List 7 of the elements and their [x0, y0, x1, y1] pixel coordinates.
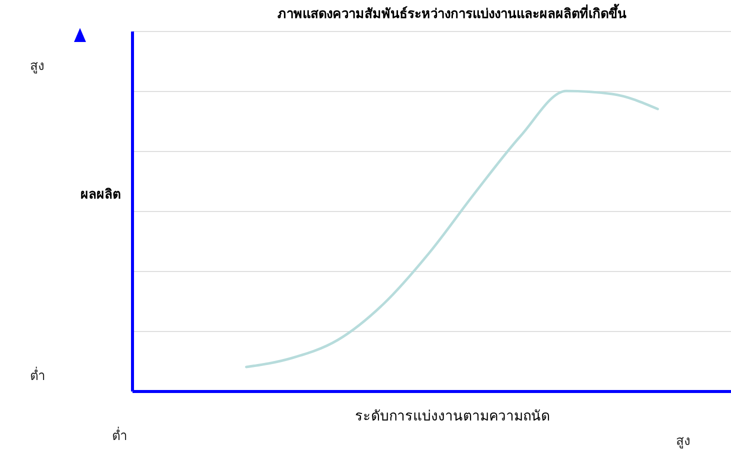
x-axis-title: ระดับการแบ่งงานตามความถนัด: [355, 408, 550, 424]
text: ต่ำ: [112, 426, 127, 446]
text: สูง: [30, 58, 44, 76]
y-axis-title: ผลผลิต: [80, 188, 120, 202]
text: สูง: [676, 433, 690, 451]
text: ต่ำ: [30, 366, 45, 386]
chart-title: ภาพแสดงความสัมพันธ์ระหว่างการแบ่งงานและผลผลิตที่เกิดขึ้น: [278, 3, 626, 22]
